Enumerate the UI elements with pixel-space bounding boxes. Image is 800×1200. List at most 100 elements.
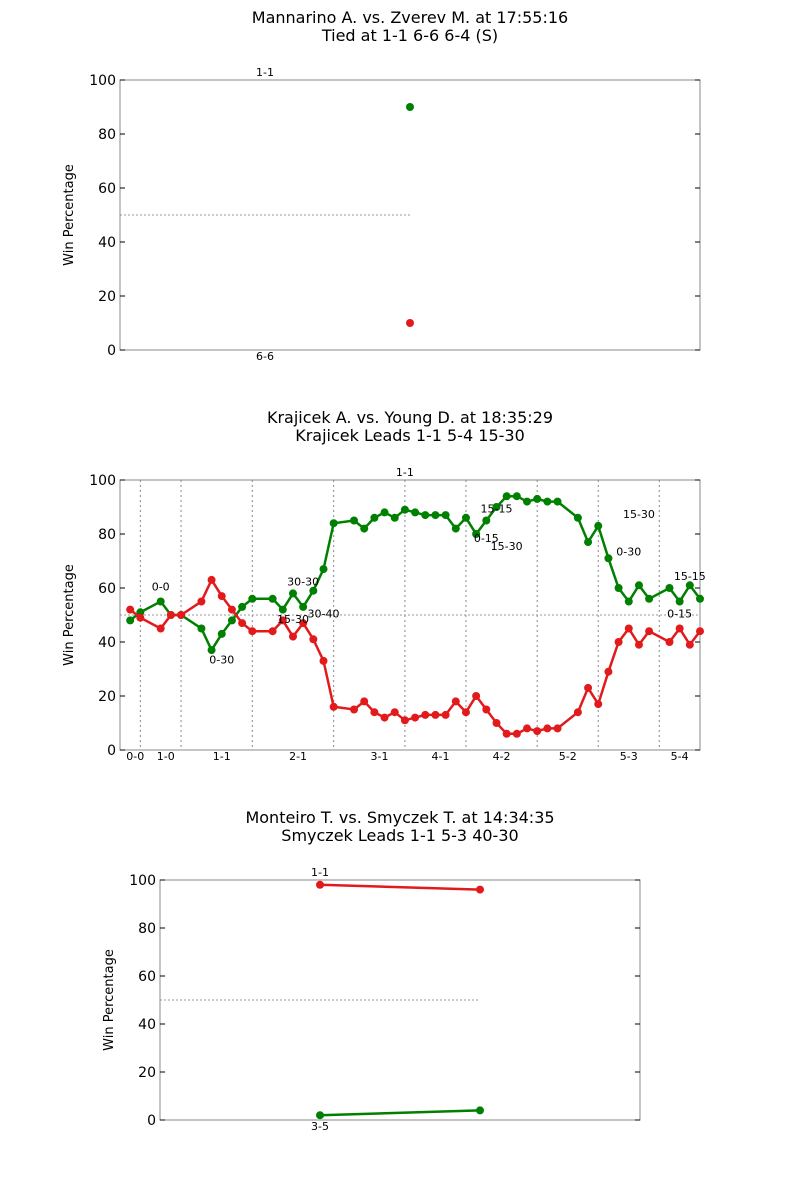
y-axis-label: Win Percentage [102, 949, 117, 1051]
series-1-point [502, 492, 511, 501]
series-1-point [634, 581, 643, 590]
plot-frame [119, 479, 701, 751]
series-2-point [512, 729, 521, 738]
point-annotation: 15-15 [481, 502, 513, 515]
series-2-point [553, 724, 562, 733]
series-1-point [441, 511, 450, 520]
series-1-point [248, 594, 257, 603]
y-tick-label: 40 [98, 635, 116, 651]
series-1-point [533, 494, 542, 503]
series-1-point [227, 616, 236, 625]
chart-subtitle: Tied at 1-1 6-6 6-4 (S) [321, 26, 498, 45]
series-1-point [197, 624, 206, 633]
series-2-point [278, 616, 287, 625]
point-annotation: 15-15 [674, 570, 706, 583]
series-2-point [309, 635, 318, 644]
plot-frame [119, 79, 701, 351]
series-2-point [476, 1106, 484, 1115]
chart-title: Mannarino A. vs. Zverev M. at 17:55:16 [252, 8, 568, 27]
series-2-point [390, 708, 399, 717]
series-2-point [207, 575, 216, 584]
x-score-label: 3-5 [311, 1120, 329, 1133]
series-1-point [380, 508, 389, 517]
chart-1: Mannarino A. vs. Zverev M. at 17:55:16Ti… [62, 8, 701, 363]
series-1-point [370, 513, 379, 522]
series-1-point [696, 594, 704, 603]
y-tick-label: 20 [98, 689, 116, 705]
point-annotation: 30-40 [308, 608, 340, 621]
y-tick-label: 40 [98, 235, 116, 251]
y-tick-label: 0 [107, 743, 116, 759]
y-tick-label: 0 [107, 343, 116, 359]
series-1-point [482, 516, 491, 525]
chart-3: Monteiro T. vs. Smyczek T. at 14:34:35Sm… [102, 808, 641, 1133]
series-1-point [268, 594, 277, 603]
series-2-point [675, 624, 684, 633]
series-2-point [533, 727, 542, 736]
x-score-label: 6-6 [256, 350, 274, 363]
point-annotation: 0-15 [474, 532, 499, 545]
series-1-point [278, 605, 287, 614]
series-2-point [594, 700, 603, 709]
set-score-label: 1-1 [311, 866, 329, 879]
series-2-point [696, 627, 704, 636]
series-2-point [238, 619, 247, 628]
x-score-label: 4-2 [493, 750, 511, 763]
series-2-point [665, 638, 674, 646]
series-2-point [400, 716, 409, 725]
series-1-point [156, 597, 165, 606]
series-2-point [156, 624, 165, 633]
series-1-point [461, 513, 470, 522]
series-1-point [406, 103, 414, 111]
set-score-label: 1-1 [256, 66, 274, 79]
series-2-point [482, 705, 491, 714]
y-tick-label: 80 [98, 527, 116, 543]
series-2-point [227, 605, 236, 614]
plot-frame [159, 879, 641, 1121]
y-axis-label: Win Percentage [62, 164, 77, 266]
series-2-point [645, 627, 654, 636]
point-annotation: 15-30 [277, 613, 309, 626]
series-1-point [390, 513, 399, 522]
y-tick-label: 80 [138, 921, 156, 937]
series-1-point [614, 584, 623, 592]
y-tick-label: 60 [98, 181, 116, 197]
series-1-point [350, 516, 359, 525]
x-score-label: 4-1 [432, 750, 450, 763]
series-1-point [472, 530, 481, 538]
point-annotation: 0-30 [616, 546, 641, 559]
series-1-point [309, 586, 318, 595]
series-1-point [451, 524, 460, 533]
series-2-point [421, 710, 430, 719]
series-2-point [316, 1111, 324, 1120]
series-2-point [350, 705, 359, 714]
series-2-point [502, 729, 511, 738]
series-1-point [573, 513, 582, 522]
series-2-point [177, 611, 186, 619]
series-1-point [329, 519, 338, 528]
x-score-label: 5-3 [620, 750, 638, 763]
series-1-point [492, 503, 501, 511]
series-2-point [584, 683, 593, 692]
series-2-point [329, 702, 338, 711]
series-1-point [665, 584, 674, 592]
series-1-point [476, 885, 484, 894]
series-1-point [421, 511, 430, 520]
point-annotation: 15-30 [491, 540, 523, 553]
y-tick-label: 60 [98, 581, 116, 597]
series-2-point [472, 692, 481, 700]
chart-subtitle: Krajicek Leads 1-1 5-4 15-30 [295, 426, 525, 445]
series-2-point [136, 613, 145, 622]
series-2-point [411, 713, 420, 722]
y-axis-label: Win Percentage [62, 564, 77, 666]
series-1-point [207, 646, 216, 655]
series-2-point [624, 624, 633, 633]
series-1-point [319, 565, 328, 574]
x-score-label: 1-1 [213, 750, 231, 763]
y-tick-label: 20 [98, 289, 116, 305]
series-1-line [319, 883, 481, 891]
series-2-point [492, 719, 501, 727]
series-1-point [594, 521, 603, 530]
y-tick-label: 80 [98, 127, 116, 143]
series-1-point [400, 505, 409, 514]
